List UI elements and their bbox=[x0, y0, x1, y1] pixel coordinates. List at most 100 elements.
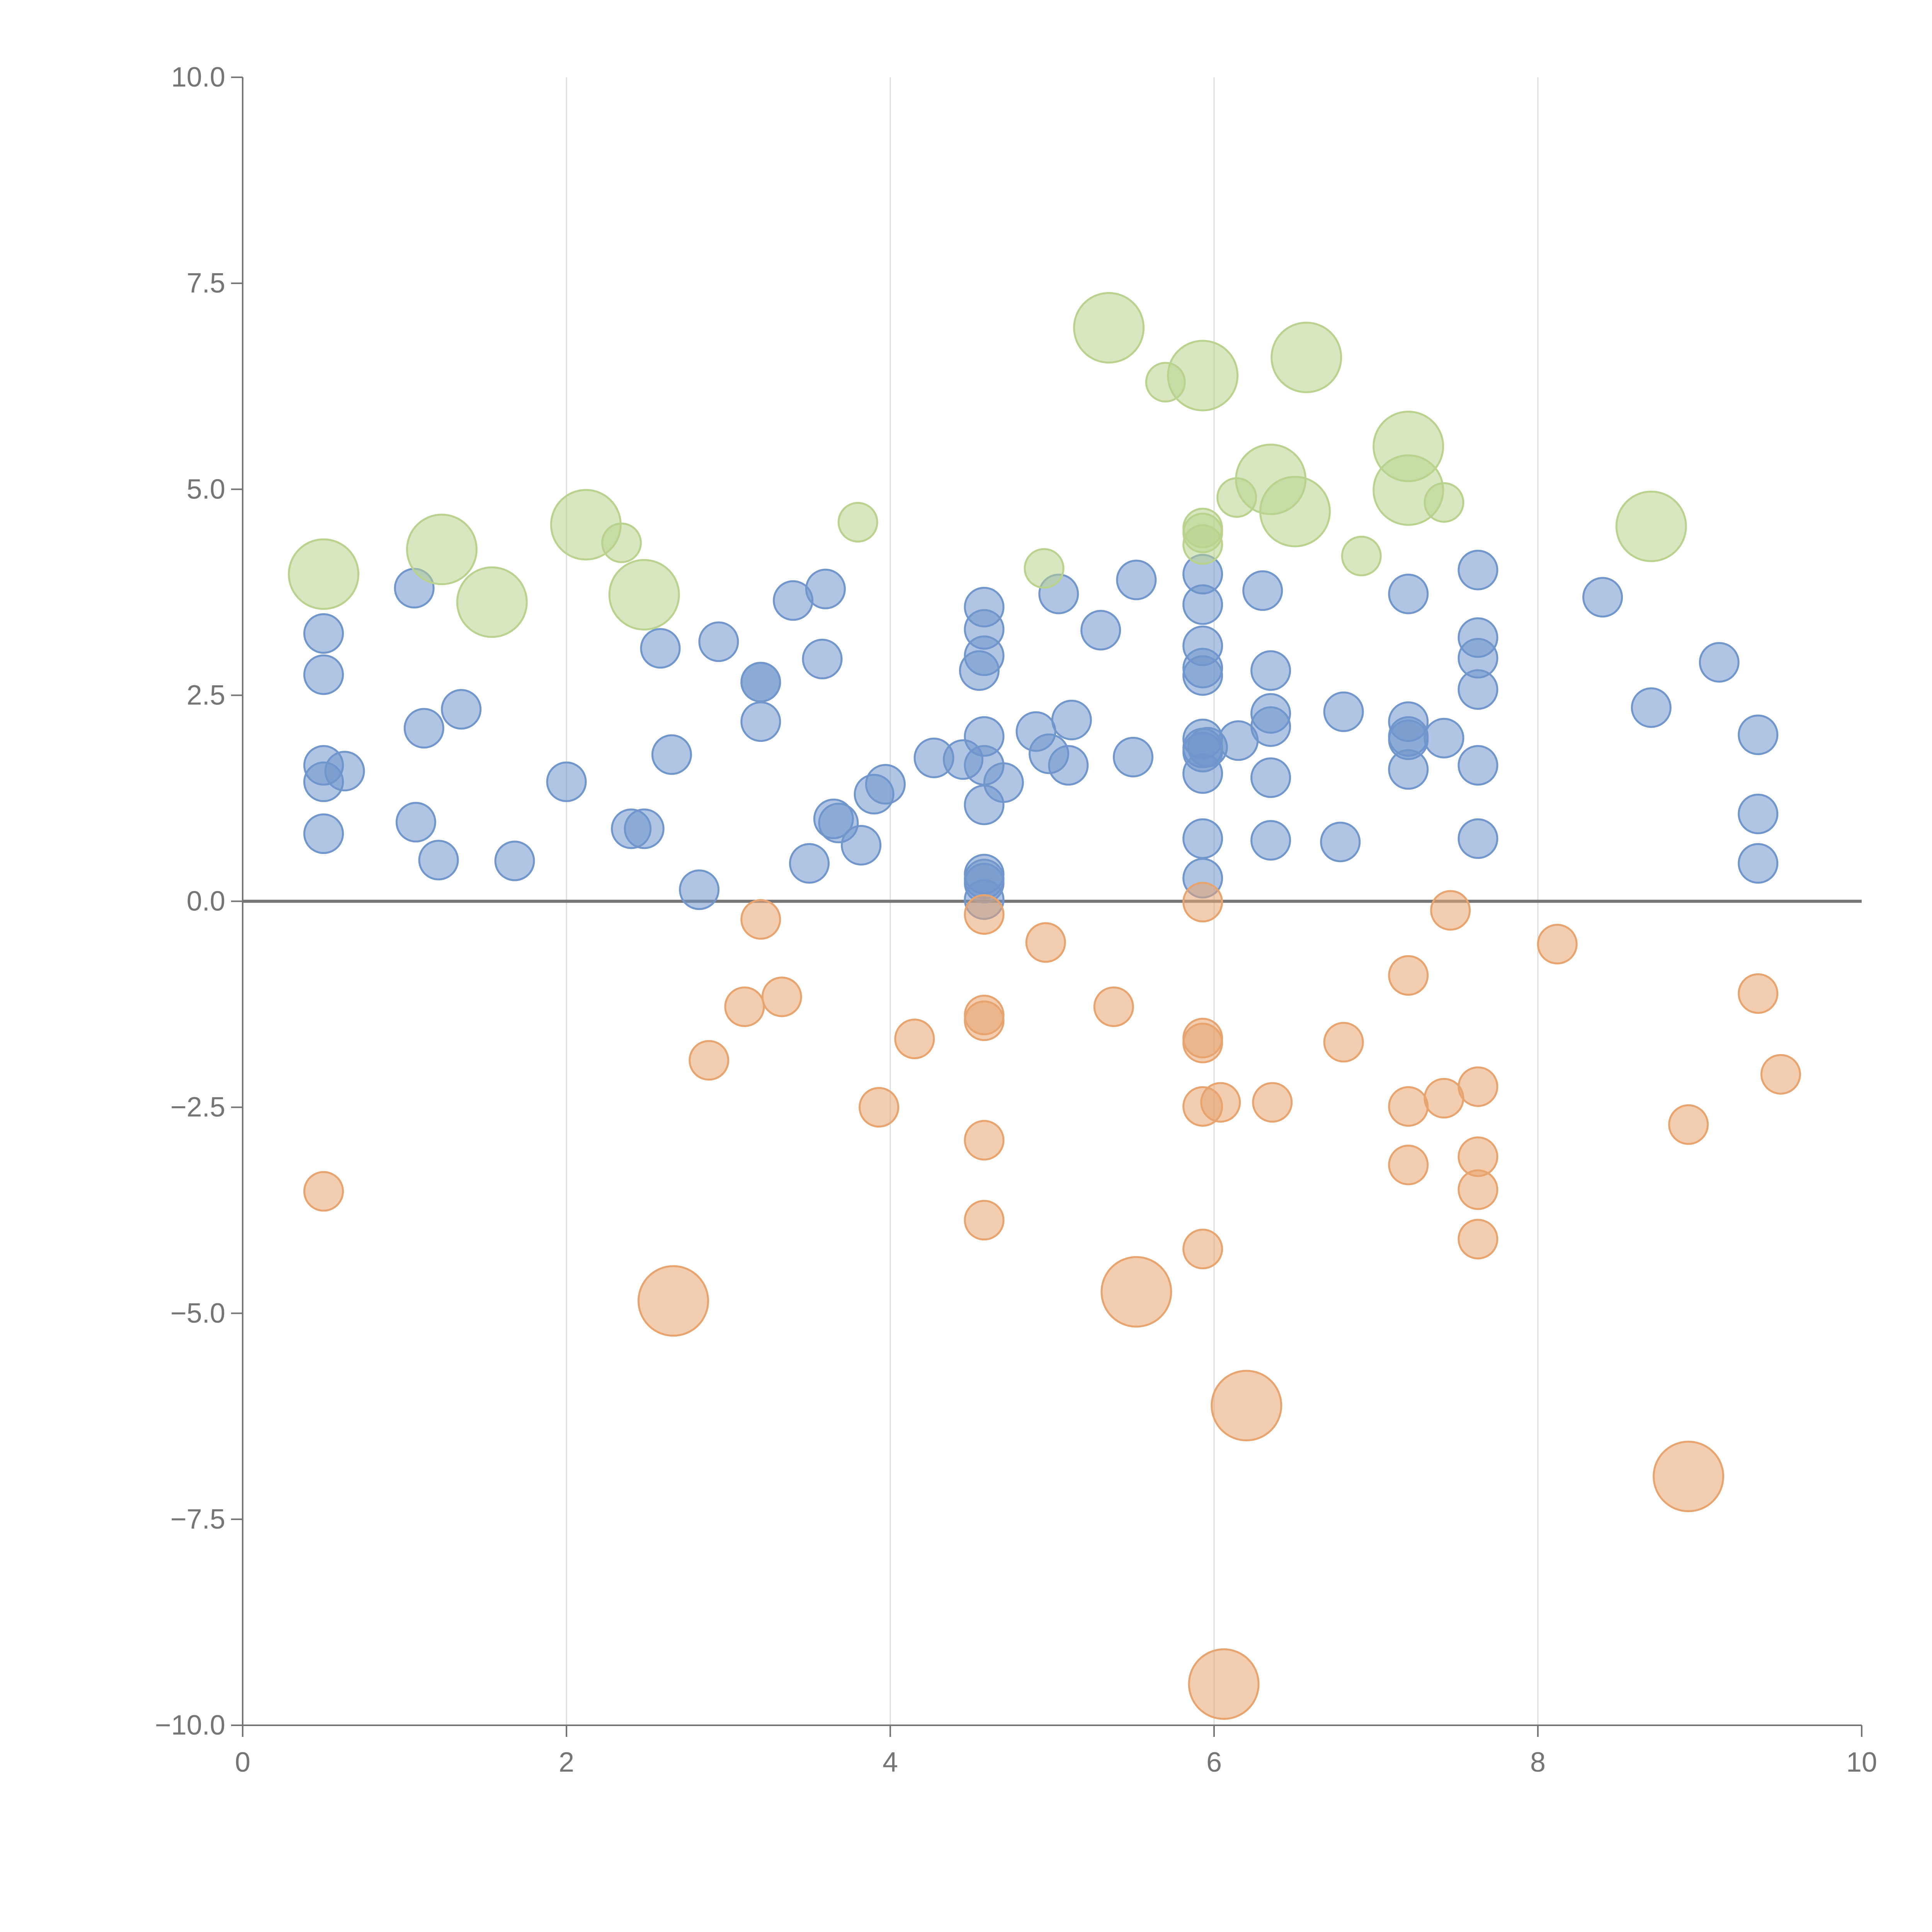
blue-bubble bbox=[1458, 745, 1498, 786]
y-tick-label: 7.5 bbox=[187, 268, 225, 299]
orange-bubble bbox=[724, 986, 765, 1027]
blue-bubble bbox=[1388, 573, 1429, 614]
orange-bubble bbox=[1200, 1082, 1241, 1123]
orange-bubble bbox=[1458, 1219, 1498, 1260]
blue-bubble bbox=[802, 639, 843, 680]
orange-bubble bbox=[1252, 1082, 1293, 1123]
orange-bubble bbox=[964, 1120, 1005, 1161]
orange-bubble bbox=[964, 1000, 1005, 1041]
green-bubble bbox=[1423, 482, 1464, 523]
blue-bubble bbox=[1631, 687, 1672, 728]
blue-bubble bbox=[1320, 821, 1361, 862]
series-blue bbox=[303, 549, 1779, 920]
blue-bubble bbox=[546, 761, 587, 802]
orange-bubble bbox=[1458, 1169, 1498, 1210]
blue-bubble bbox=[740, 662, 781, 702]
orange-bubble bbox=[964, 894, 1005, 935]
blue-bubble bbox=[841, 825, 882, 866]
orange-bubble bbox=[1388, 955, 1429, 996]
blue-bubble bbox=[1113, 736, 1153, 777]
tick-labels: 10.0 7.5 5.0 2.5 0.0 −2.5 −5.0 −7.5 −10.0 0 2 4 6 8 10 bbox=[155, 62, 1877, 1778]
green-bubble bbox=[608, 559, 680, 631]
orange-bubble bbox=[740, 899, 781, 940]
green-bubble bbox=[1341, 536, 1382, 577]
blue-bubble bbox=[805, 568, 846, 609]
blue-bubble bbox=[698, 621, 739, 662]
green-bubble bbox=[456, 566, 528, 638]
orange-bubble bbox=[689, 1040, 730, 1081]
blue-bubble bbox=[324, 751, 365, 792]
y-tick-label: −10.0 bbox=[155, 1710, 225, 1741]
blue-bubble bbox=[1699, 642, 1740, 683]
axes bbox=[231, 77, 1862, 1737]
green-bubble bbox=[288, 538, 359, 610]
x-tick-label: 10 bbox=[1846, 1747, 1877, 1778]
orange-bubble bbox=[1423, 1078, 1464, 1119]
blue-bubble bbox=[1182, 655, 1223, 696]
orange-bubble bbox=[1668, 1104, 1709, 1145]
blue-bubble bbox=[303, 613, 344, 654]
green-bubble bbox=[1259, 476, 1331, 548]
blue-bubble bbox=[1458, 818, 1498, 859]
blue-bubble bbox=[624, 808, 665, 849]
y-tick-label: −7.5 bbox=[170, 1504, 225, 1535]
blue-bubble bbox=[1250, 706, 1291, 747]
blue-bubble bbox=[1738, 714, 1779, 755]
orange-bubble bbox=[303, 1171, 344, 1212]
x-tick-label: 8 bbox=[1530, 1747, 1546, 1778]
blue-bubble bbox=[395, 802, 436, 843]
orange-bubble bbox=[1430, 890, 1471, 931]
blue-bubble bbox=[1116, 560, 1157, 600]
blue-bubble bbox=[959, 650, 1000, 691]
blue-bubble bbox=[303, 813, 344, 854]
blue-bubble bbox=[494, 840, 535, 881]
orange-bubble bbox=[1537, 923, 1578, 964]
y-tick-label: 0.0 bbox=[187, 886, 225, 917]
blue-bubble bbox=[651, 734, 692, 775]
blue-bubble bbox=[1388, 749, 1429, 790]
orange-bubble bbox=[761, 976, 802, 1017]
blue-bubble bbox=[1582, 577, 1623, 618]
x-tick-label: 4 bbox=[883, 1747, 898, 1778]
x-tick-label: 2 bbox=[559, 1747, 574, 1778]
orange-bubble bbox=[1653, 1440, 1725, 1512]
orange-bubble bbox=[1182, 1228, 1223, 1269]
blue-bubble bbox=[983, 762, 1024, 803]
x-tick-label: 0 bbox=[235, 1747, 250, 1778]
blue-bubble bbox=[1182, 818, 1223, 859]
series-orange bbox=[303, 882, 1801, 1720]
blue-bubble bbox=[1250, 820, 1291, 861]
blue-bubble bbox=[1051, 699, 1092, 740]
y-tick-label: 10.0 bbox=[171, 62, 225, 93]
orange-bubble bbox=[1093, 986, 1134, 1027]
orange-bubble bbox=[964, 1200, 1005, 1241]
orange-bubble bbox=[1025, 922, 1066, 963]
green-bubble bbox=[1073, 292, 1145, 364]
blue-bubble bbox=[1250, 757, 1291, 798]
data-series bbox=[288, 292, 1801, 1720]
y-tick-label: 5.0 bbox=[187, 474, 225, 505]
green-bubble bbox=[1182, 524, 1223, 565]
blue-bubble bbox=[1242, 570, 1283, 611]
blue-bubble bbox=[1323, 691, 1364, 732]
orange-bubble bbox=[1182, 1022, 1223, 1063]
blue-bubble bbox=[679, 869, 720, 910]
blue-bubble bbox=[403, 708, 444, 749]
blue-bubble bbox=[1738, 793, 1779, 834]
orange-bubble bbox=[1323, 1022, 1364, 1063]
orange-bubble bbox=[1182, 882, 1223, 923]
green-bubble bbox=[601, 522, 642, 563]
blue-bubble bbox=[1182, 584, 1223, 625]
blue-bubble bbox=[1423, 718, 1464, 759]
orange-bubble bbox=[859, 1087, 900, 1128]
orange-bubble bbox=[1458, 1066, 1498, 1107]
blue-bubble bbox=[1738, 843, 1779, 884]
green-bubble bbox=[1024, 548, 1065, 589]
green-bubble bbox=[1615, 490, 1687, 562]
blue-bubble bbox=[865, 764, 906, 805]
green-bubble bbox=[837, 502, 878, 543]
green-bubble bbox=[1270, 321, 1342, 393]
blue-bubble bbox=[1250, 650, 1291, 691]
green-bubble bbox=[1167, 340, 1239, 412]
